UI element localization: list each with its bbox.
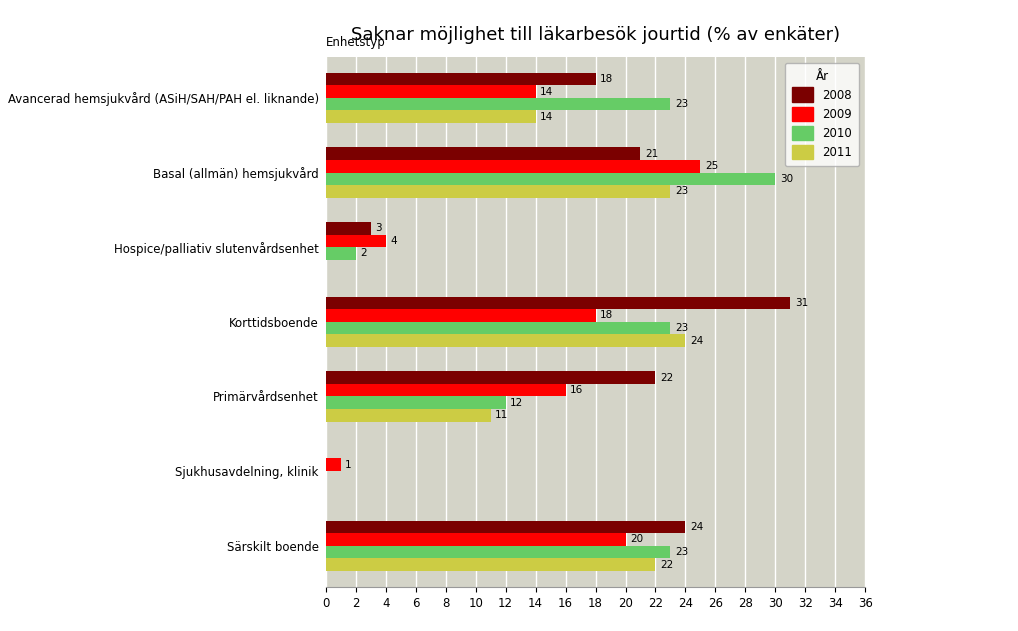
Bar [326, 409, 491, 422]
Bar [326, 384, 566, 396]
Bar [326, 546, 671, 558]
Text: 22: 22 [660, 560, 673, 570]
Bar [326, 371, 656, 384]
Bar [326, 235, 386, 247]
Text: 22: 22 [660, 372, 673, 382]
Text: 14: 14 [541, 86, 554, 97]
Text: 11: 11 [495, 410, 508, 420]
Text: 2: 2 [360, 249, 366, 259]
Bar [326, 247, 355, 260]
Bar [326, 297, 790, 309]
Bar [326, 160, 700, 172]
Bar [326, 309, 596, 322]
Bar [326, 172, 776, 185]
Text: 23: 23 [675, 323, 688, 333]
Bar [326, 147, 640, 160]
Title: Saknar möjlighet till läkarbesök jourtid (% av enkäter): Saknar möjlighet till läkarbesök jourtid… [351, 26, 840, 44]
Text: 23: 23 [675, 547, 688, 557]
Text: 18: 18 [600, 310, 613, 321]
Bar [326, 110, 535, 123]
Text: 20: 20 [630, 534, 643, 545]
Text: 3: 3 [376, 223, 382, 233]
Text: 24: 24 [690, 522, 703, 532]
Text: 31: 31 [795, 298, 808, 308]
Bar [326, 73, 596, 85]
Text: 16: 16 [570, 385, 583, 395]
Bar [326, 185, 671, 198]
Text: 23: 23 [675, 99, 688, 109]
Text: Enhetstyp: Enhetstyp [326, 36, 386, 49]
Text: 12: 12 [510, 398, 523, 408]
Text: 30: 30 [780, 174, 793, 184]
Bar [326, 533, 625, 546]
Bar [326, 98, 671, 110]
Text: 21: 21 [645, 148, 659, 158]
Text: 24: 24 [690, 336, 703, 346]
Text: 1: 1 [345, 460, 352, 470]
Legend: 2008, 2009, 2010, 2011: 2008, 2009, 2010, 2011 [785, 62, 859, 167]
Text: 14: 14 [541, 112, 554, 122]
Bar [326, 334, 685, 347]
Text: 25: 25 [704, 161, 718, 171]
Bar [326, 222, 371, 235]
Bar [326, 396, 506, 409]
Bar [326, 85, 535, 98]
Bar [326, 459, 341, 471]
Bar [326, 521, 685, 533]
Text: 18: 18 [600, 74, 613, 84]
Text: 23: 23 [675, 186, 688, 196]
Bar [326, 558, 656, 571]
Text: 4: 4 [390, 236, 397, 246]
Bar [326, 322, 671, 334]
